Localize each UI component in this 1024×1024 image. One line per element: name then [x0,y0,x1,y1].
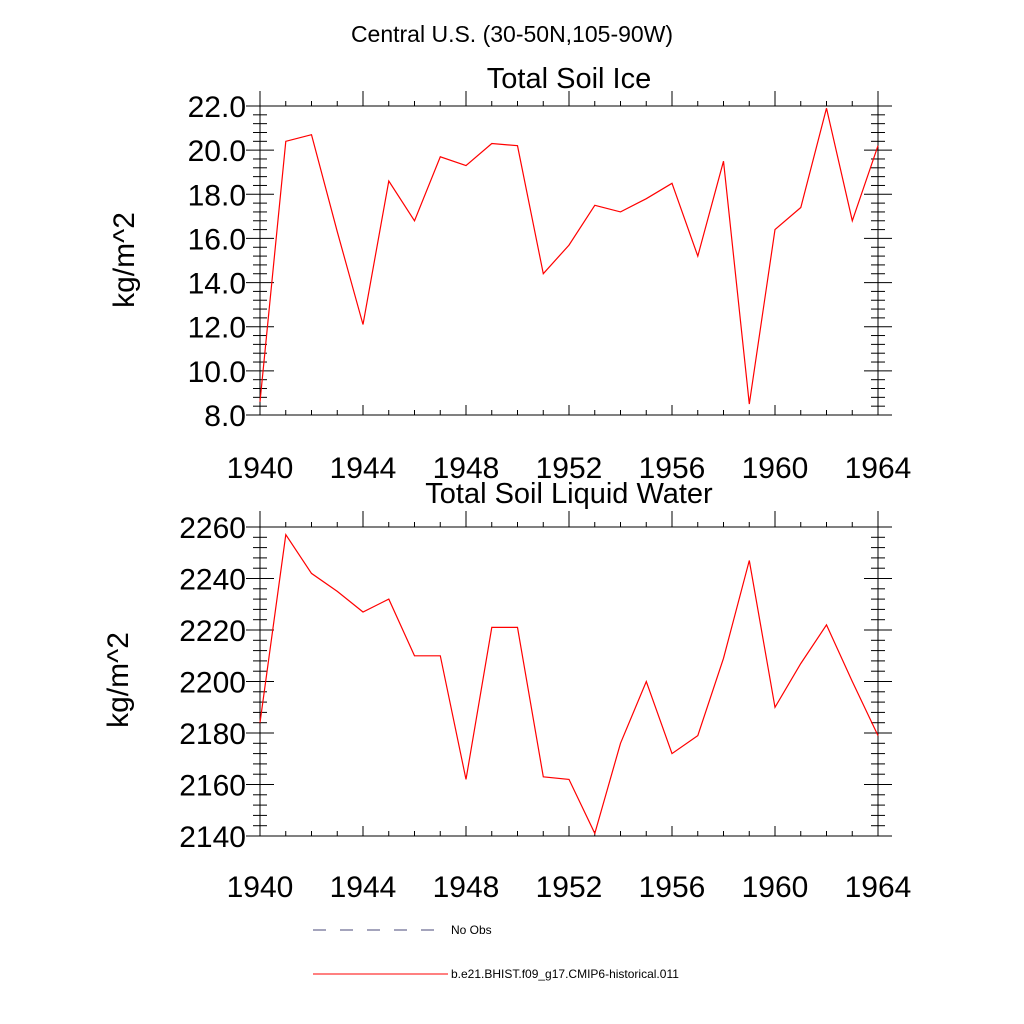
y-tick-label: 14.0 [188,268,246,301]
x-tick-label: 1956 [639,871,706,904]
y-axis-label: kg/m^2 [102,632,135,728]
x-tick-label: 1940 [227,452,294,485]
y-tick-label: 2240 [179,564,246,597]
legend-no-obs-label: No Obs [451,923,492,937]
y-tick-label: 16.0 [188,223,246,256]
y-tick-label: 20.0 [188,135,246,168]
y-axis-label: kg/m^2 [108,212,141,308]
x-tick-label: 1948 [433,871,500,904]
x-tick-label: 1940 [227,871,294,904]
y-tick-label: 10.0 [188,356,246,389]
x-tick-label: 1952 [536,871,603,904]
figure-title: Central U.S. (30-50N,105-90W) [351,21,673,47]
y-tick-label: 2180 [179,718,246,751]
legend: No Obs b.e21.BHIST.f09_g17.CMIP6-histori… [313,923,679,981]
y-tick-label: 2140 [179,821,246,854]
panel-title: Total Soil Liquid Water [425,478,713,510]
x-tick-label: 1944 [330,452,397,485]
y-tick-label: 2260 [179,512,246,545]
legend-series-label: b.e21.BHIST.f09_g17.CMIP6-historical.011 [451,967,679,981]
x-tick-label: 1948 [433,452,500,485]
panel-total-soil-liquid-water: Total Soil Liquid Water kg/m^2 1940 1944 1… [102,478,911,904]
x-tick-label: 1960 [742,452,809,485]
y-tick-label: 2160 [179,770,246,803]
y-tick-label: 12.0 [188,312,246,345]
y-tick-label: 2200 [179,667,246,700]
x-tick-label: 1960 [742,871,809,904]
x-tick-label: 1964 [845,452,912,485]
y-tick-label: 8.0 [204,400,246,433]
x-tick-label: 1964 [845,871,912,904]
y-tick-label: 18.0 [188,179,246,212]
x-tick-label: 1952 [536,452,603,485]
x-tick-label: 1944 [330,871,397,904]
y-tick-label: 2220 [179,615,246,648]
series-line [259,108,879,405]
plot-frame [259,105,879,416]
series-line [259,533,879,836]
panel-title: Total Soil Ice [487,63,651,95]
panel-total-soil-ice: Total Soil Ice kg/m^2 1940 1944 1948 1952 19… [108,63,911,485]
plot-frame [259,526,879,837]
x-tick-label: 1956 [639,452,706,485]
y-tick-label: 22.0 [188,91,246,124]
